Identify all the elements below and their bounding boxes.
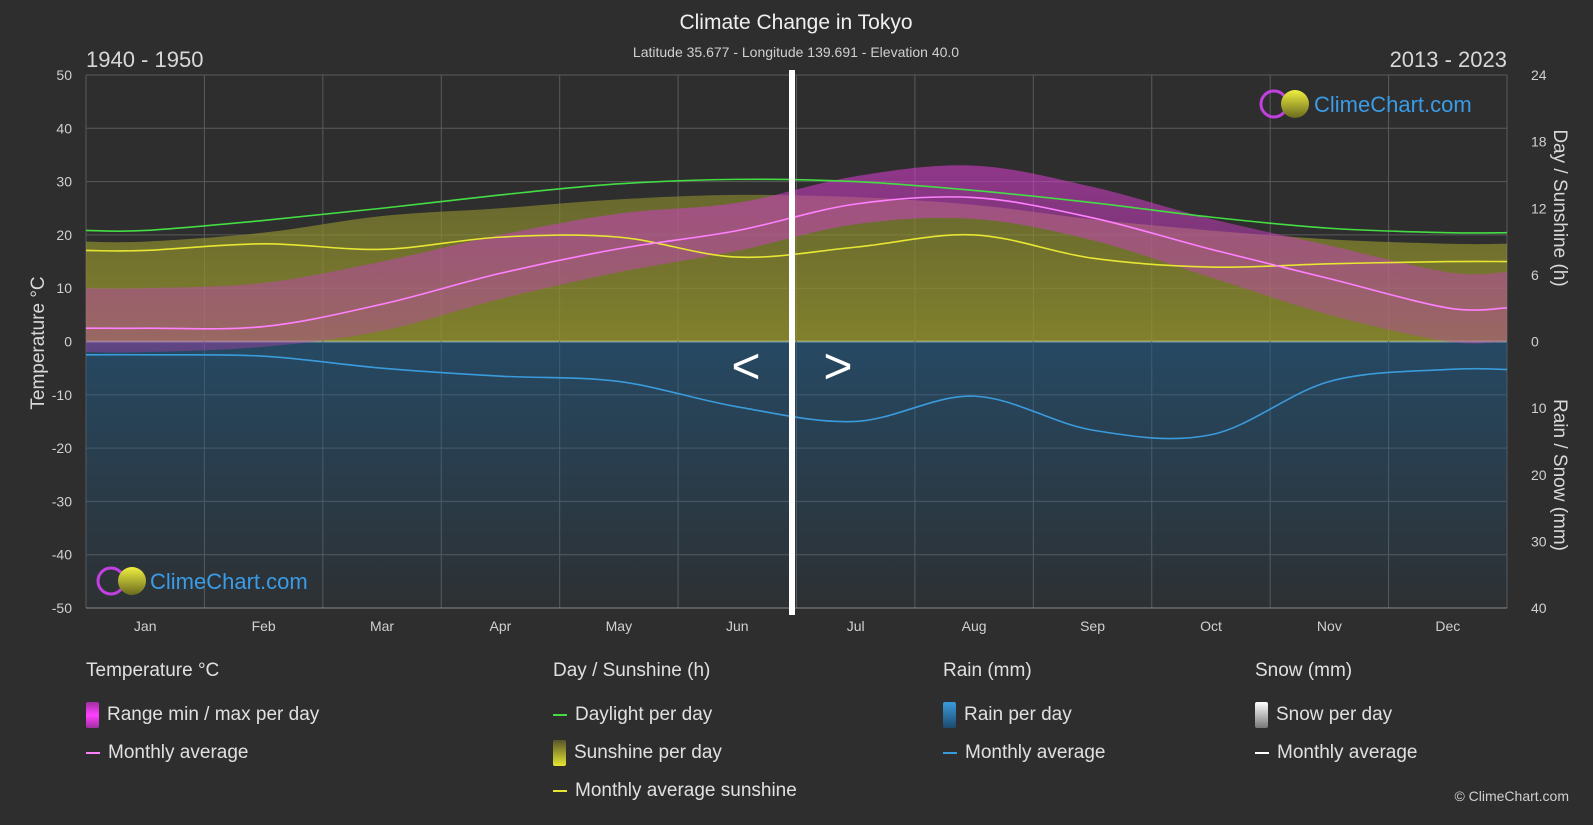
x-tick-label: Jun <box>726 618 749 634</box>
logo-text: ClimeChart.com <box>150 569 308 594</box>
y-right-top-tick-label: 24 <box>1531 67 1547 83</box>
x-tick-label: Nov <box>1317 618 1342 634</box>
legend-item-temp-avg[interactable]: Monthly average <box>86 734 319 772</box>
legend-title: Temperature °C <box>86 660 220 681</box>
legend-item-temp-range[interactable]: Range min / max per day <box>86 696 319 734</box>
legend-item-snow[interactable]: Snow per day <box>1255 696 1417 734</box>
chart-canvas: Climate Change in Tokyo Latitude 35.677 … <box>28 11 1570 634</box>
nav-prev-button[interactable]: < <box>731 338 760 394</box>
sunshine-avg-swatch <box>553 790 567 792</box>
x-tick-label: Apr <box>490 618 512 634</box>
legend-label: Range min / max per day <box>107 704 320 725</box>
rain-area <box>86 341 1507 608</box>
axes: 50 40 30 20 10 0 -10 -20 -30 -40 -50 Jan Feb Mar Apr Ma… <box>52 67 1547 634</box>
y-right-bottom-tick-label: 40 <box>1531 600 1547 616</box>
y-left-label: Temperature °C <box>28 276 49 409</box>
legend-item-sunshine-avg[interactable]: Monthly average sunshine <box>553 772 797 810</box>
temperature-range-area <box>86 165 1507 353</box>
legend-item-rain[interactable]: Rain per day <box>943 696 1105 734</box>
snow-swatch <box>1255 702 1268 728</box>
legend-sunshine: Day / Sunshine (h) Daylight per day Suns… <box>553 660 797 810</box>
x-tick-label: May <box>606 618 632 634</box>
y-right-top-label: Day / Sunshine (h) <box>1549 129 1570 286</box>
chart-subtitle: Latitude 35.677 - Longitude 139.691 - El… <box>633 44 959 60</box>
y-right-top-tick-label: 6 <box>1531 267 1539 283</box>
temperature-avg-line <box>85 196 1508 330</box>
rain-per-day-area <box>86 341 1507 608</box>
legend-label: Rain per day <box>964 704 1072 725</box>
y-right-bottom-tick-label: 10 <box>1531 400 1547 416</box>
y-right-top-tick-label: 0 <box>1531 334 1539 350</box>
legend-label: Monthly average <box>965 742 1106 763</box>
x-tick-label: Dec <box>1435 618 1460 634</box>
x-tick-label: Sep <box>1080 618 1105 634</box>
y-left-tick-label: -10 <box>52 387 72 403</box>
legend-item-snow-avg[interactable]: Monthly average <box>1255 734 1417 772</box>
y-right-bottom-label: Rain / Snow (mm) <box>1549 399 1570 551</box>
logo-top[interactable]: ClimeChart.com <box>1259 89 1472 119</box>
x-tick-label: Oct <box>1200 618 1222 634</box>
legend-label: Monthly average sunshine <box>575 780 797 801</box>
y-left-tick-label: 40 <box>56 120 72 136</box>
y-right-top-tick-label: 12 <box>1531 200 1547 216</box>
rain-swatch <box>943 702 956 728</box>
y-left-tick-label: -40 <box>52 547 72 563</box>
legend-temperature: Temperature °C Range min / max per day M… <box>86 660 319 772</box>
y-left-tick-label: 50 <box>56 67 72 83</box>
rain-avg-swatch <box>943 752 957 754</box>
nav-next-button[interactable]: > <box>823 338 852 394</box>
y-left-tick-label: 30 <box>56 174 72 190</box>
legend-label: Monthly average <box>108 742 249 763</box>
sunshine-avg-line <box>85 233 1508 269</box>
legend-label: Daylight per day <box>575 704 713 725</box>
logo-globe-icon <box>1281 90 1309 118</box>
y-right-bottom-tick-label: 30 <box>1531 533 1547 549</box>
y-left-tick-label: 0 <box>64 334 72 350</box>
legend-item-rain-avg[interactable]: Monthly average <box>943 734 1105 772</box>
y-left-tick-label: 10 <box>56 280 72 296</box>
temperature-range-band <box>86 165 1507 353</box>
logo-bottom[interactable]: ClimeChart.com <box>96 566 308 596</box>
x-tick-label: Feb <box>252 618 276 634</box>
daylight-line <box>85 178 1508 234</box>
x-tick-label: Jul <box>847 618 865 634</box>
snow-avg-swatch <box>1255 752 1269 754</box>
legend-snow: Snow (mm) Snow per day Monthly average <box>1255 660 1417 772</box>
x-tick-label: Aug <box>962 618 987 634</box>
copyright[interactable]: © ClimeChart.com <box>1454 788 1569 804</box>
rain-avg-line <box>85 353 1508 440</box>
legend-title: Day / Sunshine (h) <box>553 660 711 681</box>
y-right-bottom-tick-label: 20 <box>1531 467 1547 483</box>
logo-text: ClimeChart.com <box>1314 92 1472 117</box>
y-left-tick-label: -30 <box>52 493 72 509</box>
y-right-top-tick-label: 18 <box>1531 134 1547 150</box>
logo-globe-icon <box>118 567 146 595</box>
legend-title: Snow (mm) <box>1255 660 1353 681</box>
legend-label: Monthly average <box>1277 742 1418 763</box>
legend-rain: Rain (mm) Rain per day Monthly average <box>943 660 1105 772</box>
period-right: 2013 - 2023 <box>1390 47 1507 72</box>
legend-label: Sunshine per day <box>574 742 722 763</box>
legend-label: Snow per day <box>1276 704 1393 725</box>
series-lines <box>85 178 1508 440</box>
temp-avg-swatch <box>86 752 100 754</box>
temp-range-swatch <box>86 702 99 728</box>
y-left-tick-label: 20 <box>56 227 72 243</box>
period-split-divider[interactable] <box>789 70 795 615</box>
legend-item-sunshine[interactable]: Sunshine per day <box>553 734 797 772</box>
y-left-tick-label: -50 <box>52 600 72 616</box>
chart-title: Climate Change in Tokyo <box>679 11 912 34</box>
legend-title: Rain (mm) <box>943 660 1032 681</box>
x-tick-label: Jan <box>134 618 157 634</box>
sunshine-swatch <box>553 740 566 766</box>
period-left: 1940 - 1950 <box>86 47 203 72</box>
legend-item-daylight[interactable]: Daylight per day <box>553 696 797 734</box>
daylight-swatch <box>553 714 567 716</box>
x-tick-label: Mar <box>370 618 394 634</box>
y-left-tick-label: -20 <box>52 440 72 456</box>
